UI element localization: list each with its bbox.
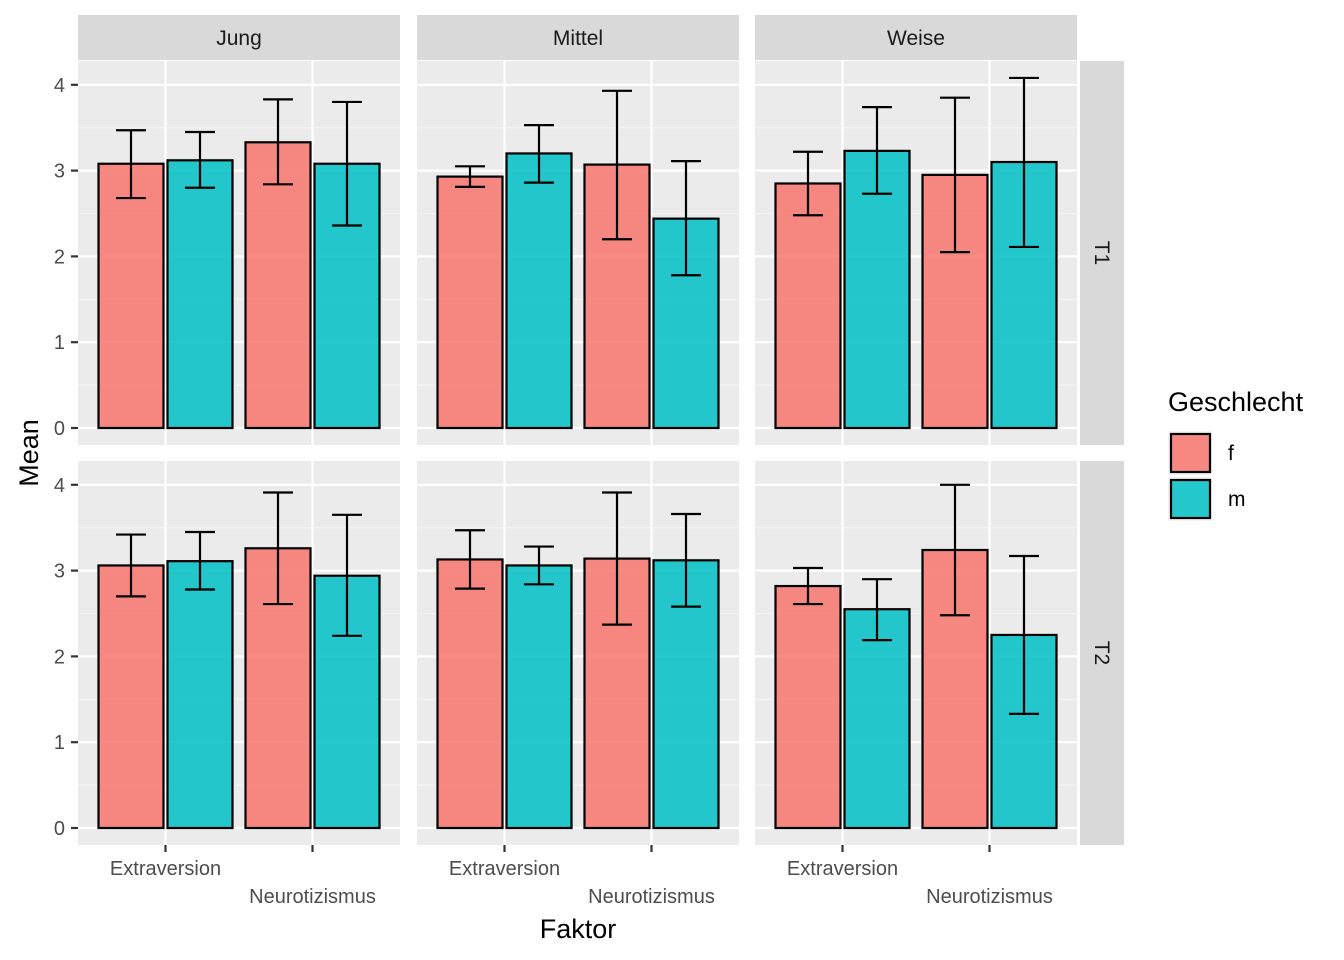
bar-t2-jung-f-extraversion: [97, 564, 165, 830]
y-tick-label: 2: [54, 246, 65, 268]
bar-t2-jung-m-extraversion: [166, 560, 234, 830]
facet-strip-label: Jung: [216, 27, 262, 50]
legend-key-f: [1169, 432, 1212, 474]
facet-row-label: T2: [1090, 641, 1113, 666]
x-tick-label: Extraversion: [110, 858, 221, 880]
y-tick-label: 2: [54, 646, 65, 668]
x-tick-label: Extraversion: [449, 858, 560, 880]
y-tick-label: 1: [54, 732, 65, 754]
x-tick-label: Neurotizismus: [926, 886, 1053, 908]
bar-t1-jung-m-extraversion: [166, 159, 234, 430]
y-axis-title: Mean: [14, 419, 44, 487]
y-tick-label: 3: [54, 161, 65, 183]
legend-label-m: m: [1228, 488, 1246, 511]
facet-strip-t2: [1080, 461, 1124, 845]
legend-label-f: f: [1228, 442, 1234, 465]
bar-t2-mittel-m-extraversion: [505, 564, 573, 830]
x-tick-label: Neurotizismus: [588, 886, 715, 908]
y-tick-label: 3: [54, 561, 65, 583]
y-tick-label: 0: [54, 818, 65, 840]
bar-t1-jung-f-neurotizismus: [244, 141, 312, 430]
bar-t2-weise-f-extraversion: [774, 584, 842, 830]
facet-strip-jung: [78, 15, 400, 60]
facet-strip-weise: [755, 15, 1077, 60]
bar-t2-weise-m-extraversion: [843, 608, 911, 830]
x-tick-label: Neurotizismus: [249, 886, 376, 908]
legend-title: Geschlecht: [1168, 387, 1304, 417]
legend-key-m: [1169, 478, 1212, 520]
bar-t1-weise-m-extraversion: [843, 149, 911, 430]
y-tick-label: 4: [54, 475, 65, 497]
bar-t1-weise-f-extraversion: [774, 182, 842, 430]
bar-t2-jung-m-neurotizismus: [313, 574, 381, 830]
bar-t2-mittel-f-extraversion: [436, 558, 504, 830]
facet-row-label: T1: [1090, 241, 1113, 266]
x-tick-label: Extraversion: [787, 858, 898, 880]
y-tick-label: 4: [54, 75, 65, 97]
bar-t1-jung-f-extraversion: [97, 162, 165, 430]
facet-strip-label: Mittel: [553, 27, 603, 50]
facet-strip-t1: [1080, 61, 1124, 445]
y-tick-label: 1: [54, 332, 65, 354]
facet-strip-mittel: [417, 15, 739, 60]
y-tick-label: 0: [54, 418, 65, 440]
bar-t1-mittel-f-extraversion: [436, 175, 504, 430]
x-axis-title: Faktor: [540, 914, 617, 944]
bar-t1-mittel-m-extraversion: [505, 152, 573, 430]
facet-strip-label: Weise: [887, 27, 945, 50]
